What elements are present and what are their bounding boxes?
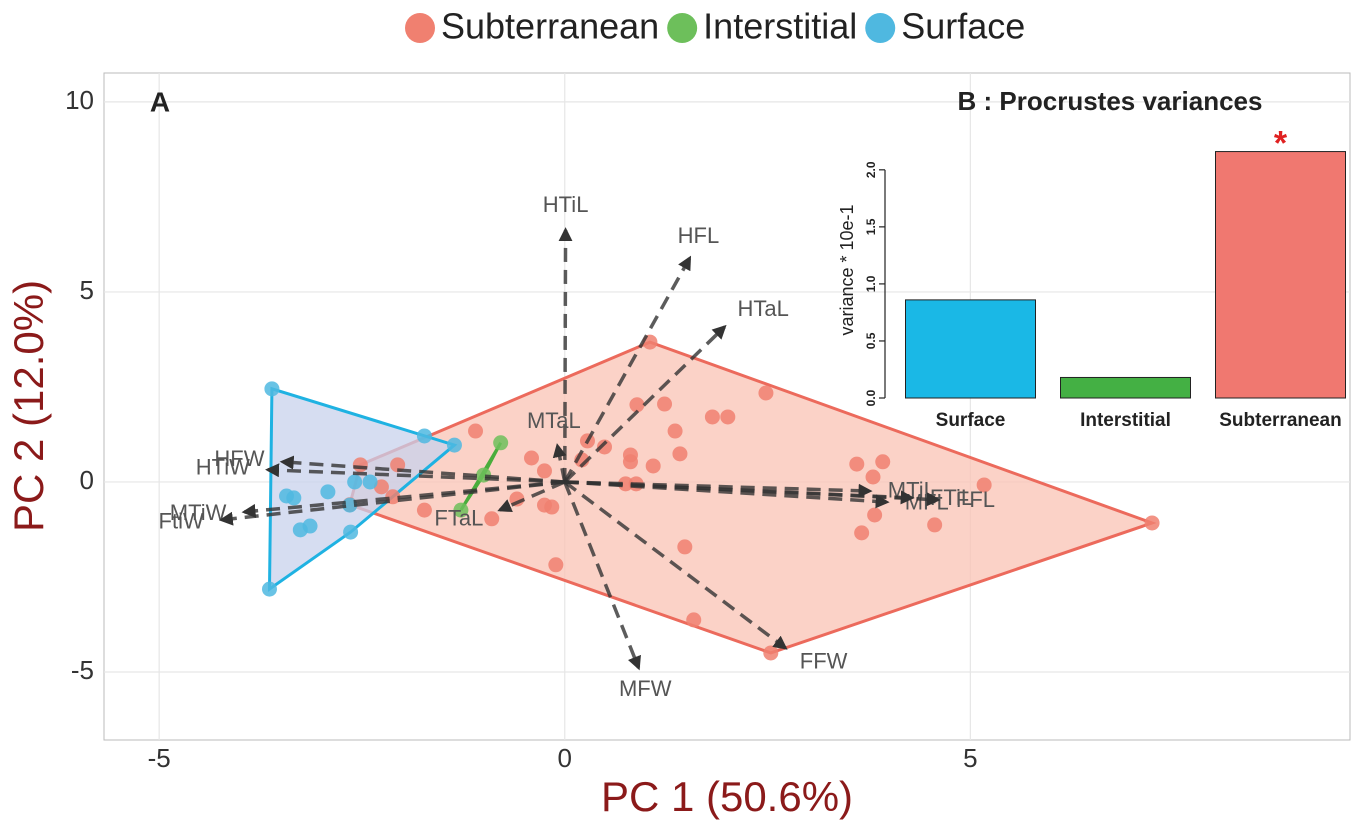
point xyxy=(264,381,280,397)
vector-label: FTaL xyxy=(434,505,483,530)
point xyxy=(416,428,432,444)
point xyxy=(875,454,891,470)
point xyxy=(352,457,368,473)
y-tick-label: -5 xyxy=(71,655,94,685)
loading-vector xyxy=(564,480,941,507)
point xyxy=(849,456,865,472)
vector-label: FFL xyxy=(956,487,995,512)
loading-vector xyxy=(497,480,566,513)
point xyxy=(342,497,358,513)
vector-label: MTaL xyxy=(527,408,581,433)
point xyxy=(524,450,540,466)
point xyxy=(468,423,484,439)
point xyxy=(672,446,688,462)
y-tick-label: 5 xyxy=(80,275,94,305)
y-tick-label: 0 xyxy=(80,465,94,495)
point xyxy=(629,397,645,413)
x-tick-label: 0 xyxy=(558,743,572,773)
point xyxy=(704,409,720,425)
significance-mark: * xyxy=(1274,125,1288,163)
point xyxy=(597,439,613,455)
bar-label: Subterranean xyxy=(1219,410,1341,431)
point xyxy=(320,484,336,500)
panel-label: A xyxy=(150,86,170,117)
loading-vector xyxy=(563,324,727,484)
inset-tick-label: 0.5 xyxy=(864,332,878,349)
point xyxy=(446,437,462,453)
bar xyxy=(905,299,1036,399)
point xyxy=(677,539,693,555)
y-axis-label: PC 2 (12.0%) xyxy=(5,280,52,532)
inset-y-label: variance * 10e-1 xyxy=(837,204,857,335)
point xyxy=(302,518,318,534)
legend-label: Subterranean xyxy=(441,6,659,47)
point xyxy=(758,385,774,401)
vector-label: HFW xyxy=(214,446,264,471)
bar-label: Interstitial xyxy=(1080,410,1171,431)
y-tick-label: 10 xyxy=(65,85,94,115)
point xyxy=(865,469,881,485)
point xyxy=(548,557,564,573)
bar-label: Surface xyxy=(936,410,1006,431)
bar xyxy=(1215,151,1346,399)
point xyxy=(618,476,634,492)
loading-vector xyxy=(558,227,573,482)
point xyxy=(622,454,638,470)
point xyxy=(493,435,509,451)
legend-label: Surface xyxy=(901,6,1025,47)
vector-label: FFW xyxy=(800,648,848,673)
point xyxy=(343,524,359,540)
point xyxy=(657,396,673,412)
x-tick-label: -5 xyxy=(148,743,171,773)
x-axis-label: PC 1 (50.6%) xyxy=(601,773,853,820)
vector-label: MFW xyxy=(619,676,672,701)
point xyxy=(544,499,560,515)
inset-tick-label: 1.5 xyxy=(864,218,878,235)
point xyxy=(453,502,469,518)
legend-swatch xyxy=(865,13,896,43)
vector-label: FtiW xyxy=(159,508,204,533)
point xyxy=(536,463,552,479)
loading-vector xyxy=(563,480,788,650)
inset-tick-label: 2.0 xyxy=(864,161,878,178)
point xyxy=(720,409,736,425)
loading-vector xyxy=(218,480,565,526)
point xyxy=(763,645,779,661)
point xyxy=(976,477,992,493)
point xyxy=(373,479,389,495)
point xyxy=(261,581,277,597)
vector-label: MTiW xyxy=(170,500,227,525)
vector-label: HFL xyxy=(678,223,720,248)
point xyxy=(686,612,702,628)
vector-label: HTiL xyxy=(543,192,589,217)
inset-title: B : Procrustes variances xyxy=(958,86,1263,116)
point xyxy=(416,502,432,518)
vector-label: HTaL xyxy=(737,296,788,321)
legend-swatch xyxy=(405,13,435,43)
point xyxy=(645,458,661,474)
point xyxy=(927,517,943,533)
x-tick-label: 5 xyxy=(963,743,977,773)
loading-vector xyxy=(265,463,565,484)
loading-vector xyxy=(552,443,567,483)
legend-label: Interstitial xyxy=(703,6,857,47)
loading-vector xyxy=(563,481,641,671)
point xyxy=(286,490,302,506)
point xyxy=(1144,515,1160,531)
inset-tick-label: 0.0 xyxy=(864,389,878,406)
bar xyxy=(1060,376,1191,399)
point xyxy=(867,507,883,523)
point xyxy=(667,423,683,439)
point xyxy=(347,474,363,490)
legend-swatch xyxy=(667,13,698,43)
vector-label: HTiW xyxy=(196,455,250,480)
point xyxy=(484,511,500,527)
point xyxy=(854,525,870,541)
inset-tick-label: 1.0 xyxy=(864,275,878,292)
point xyxy=(362,474,378,490)
